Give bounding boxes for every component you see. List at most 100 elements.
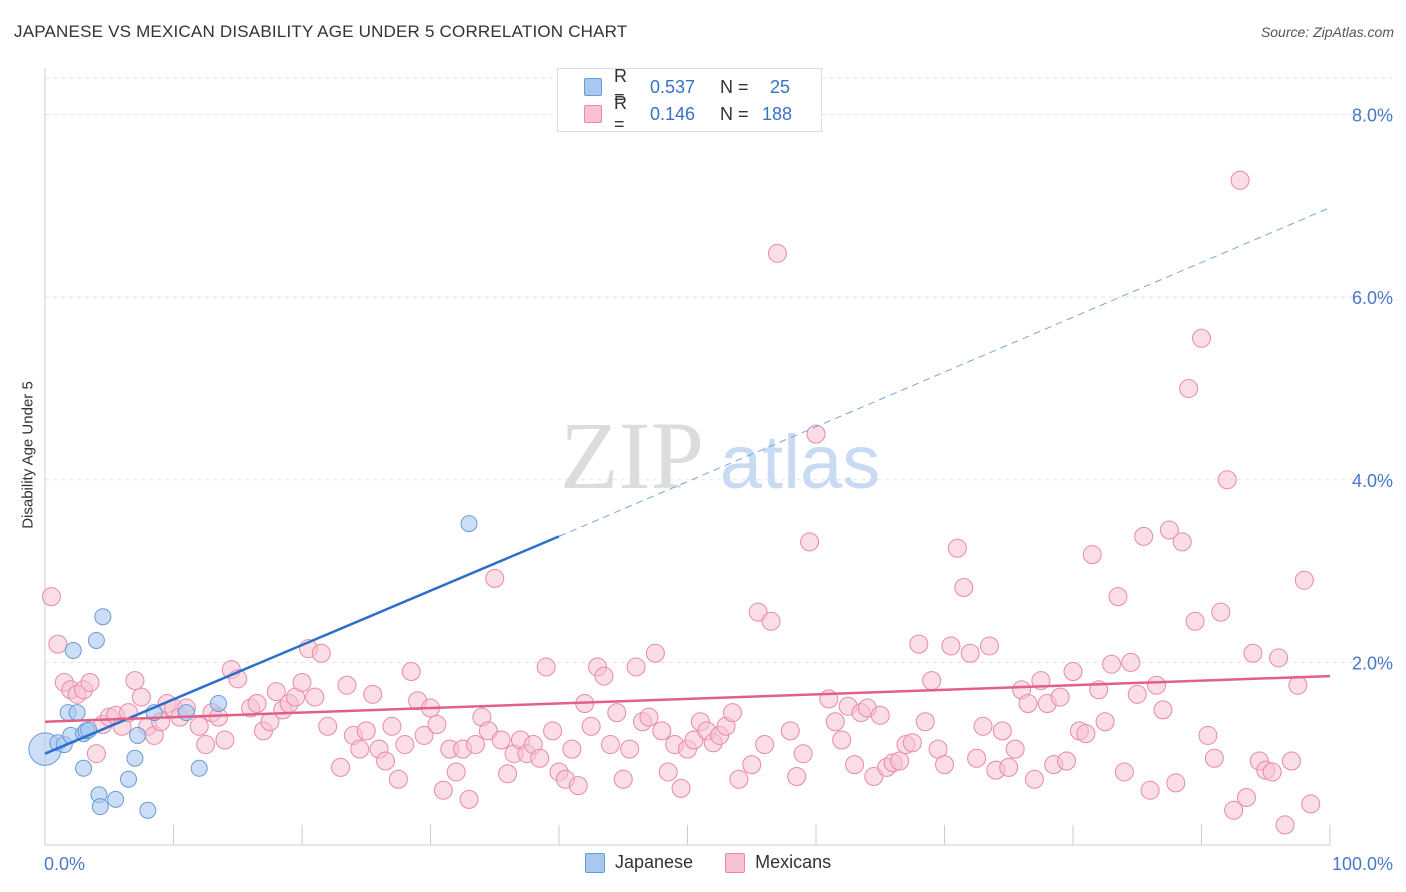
grid-lines <box>45 77 1392 663</box>
mexicans-point <box>1018 693 1038 713</box>
series-swatch-japanese <box>585 852 605 873</box>
mexicans-point <box>780 721 800 741</box>
mexicans-point <box>1147 675 1167 695</box>
y-tick-label: 4.0% <box>1352 471 1393 491</box>
mexicans-point <box>427 714 447 734</box>
mexicans-point <box>350 739 370 759</box>
mexicans-point <box>395 735 415 755</box>
mexicans-point <box>967 748 987 768</box>
legend-r-label: R = <box>614 93 627 134</box>
mexicans-point <box>620 739 640 759</box>
mexicans-point <box>41 587 61 607</box>
mexicans-point <box>562 739 582 759</box>
mexicans-point <box>433 780 453 800</box>
mexicans-point <box>1198 725 1218 745</box>
mexicans-point <box>1294 570 1314 590</box>
mexicans-point <box>1005 739 1025 759</box>
mexicans-point <box>755 735 775 755</box>
tick-labels: 2.0% 4.0% 6.0% 8.0% 0.0% 100.0% <box>44 106 1393 874</box>
mexicans-point <box>356 721 376 741</box>
series-label-japanese: Japanese <box>615 852 694 872</box>
japanese-point <box>64 642 82 660</box>
series-legend-mexicans: Mexicans <box>725 852 831 873</box>
mexicans-point <box>498 764 518 784</box>
mexicans-point <box>1082 545 1102 565</box>
mexicans-point <box>1114 762 1134 782</box>
mexicans-point <box>954 578 974 598</box>
mexicans-point <box>382 716 402 736</box>
mexicans-point <box>793 744 813 764</box>
mexicans-point <box>748 602 768 622</box>
mexicans-point <box>626 657 646 677</box>
mexicans-point <box>1057 751 1077 771</box>
japanese-point <box>460 515 478 533</box>
mexicans-point <box>935 755 954 775</box>
mexicans-point <box>247 693 267 713</box>
mexicans-point <box>947 538 967 558</box>
mexicans-point <box>388 769 408 789</box>
japanese-trend-extension <box>558 207 1331 537</box>
mexicans-point <box>825 712 845 732</box>
mexicans-point <box>536 657 556 677</box>
mexicans-point <box>446 762 466 782</box>
mexicans-point <box>1211 602 1231 622</box>
mexicans-point <box>992 721 1012 741</box>
japanese-point <box>129 726 147 744</box>
mexicans-point <box>491 730 511 750</box>
mexicans-point <box>478 721 498 741</box>
japanese-point <box>190 759 208 777</box>
mexicans-point <box>1108 587 1128 607</box>
mexicans-point <box>767 243 787 263</box>
japanese-point <box>120 770 138 788</box>
mexicans-point <box>1121 652 1141 672</box>
legend-row-mexicans: R = 0.146 N = 188 <box>584 93 792 134</box>
mexicans-trend-line <box>44 674 1331 723</box>
trend-lines <box>44 207 1331 755</box>
mexicans-point <box>311 643 331 663</box>
mexicans-point <box>999 757 1019 777</box>
mexicans-point <box>1127 684 1147 704</box>
mexicans-point <box>645 643 665 663</box>
mexicans-point <box>973 716 993 736</box>
mexicans-point <box>1230 170 1250 190</box>
legend-r-value: 0.146 <box>650 103 696 124</box>
mexicans-point <box>684 730 704 750</box>
mexicans-point <box>1192 328 1211 348</box>
mexicans-point <box>607 703 627 723</box>
series-legend: Japanese Mexicans <box>585 852 863 873</box>
mexicans-point <box>530 748 550 768</box>
mexicans-point <box>414 725 434 745</box>
mexicans-point <box>902 733 922 753</box>
mexicans-point <box>363 684 383 704</box>
mexicans-points <box>41 170 1321 835</box>
mexicans-point <box>125 671 145 691</box>
mexicans-point <box>1243 643 1263 663</box>
y-tick-label: 8.0% <box>1352 106 1393 126</box>
mexicans-point <box>922 671 942 691</box>
mexicans-point <box>465 735 485 755</box>
mexicans-point <box>639 707 659 727</box>
mexicans-point <box>543 721 563 741</box>
mexicans-point <box>960 643 980 663</box>
japanese-point <box>126 749 144 767</box>
mexicans-point <box>292 672 312 692</box>
mexicans-point <box>761 611 781 631</box>
mexicans-point <box>1204 748 1224 768</box>
mexicans-point <box>941 636 961 656</box>
mexicans-point <box>1095 712 1115 732</box>
mexicans-point <box>80 672 100 692</box>
mexicans-point <box>613 769 633 789</box>
japanese-point <box>91 798 109 816</box>
japanese-point <box>177 704 195 722</box>
japanese-point <box>75 759 93 777</box>
legend-swatch-mexicans <box>584 105 602 123</box>
mexicans-point <box>979 636 999 656</box>
mexicans-point <box>845 755 865 775</box>
mexicans-point <box>337 675 357 695</box>
mexicans-point <box>1179 378 1199 398</box>
mexicans-point <box>1063 662 1083 682</box>
mexicans-point <box>832 730 852 750</box>
mexicans-point <box>1172 532 1192 552</box>
mexicans-point <box>594 666 614 686</box>
mexicans-point <box>189 716 209 736</box>
